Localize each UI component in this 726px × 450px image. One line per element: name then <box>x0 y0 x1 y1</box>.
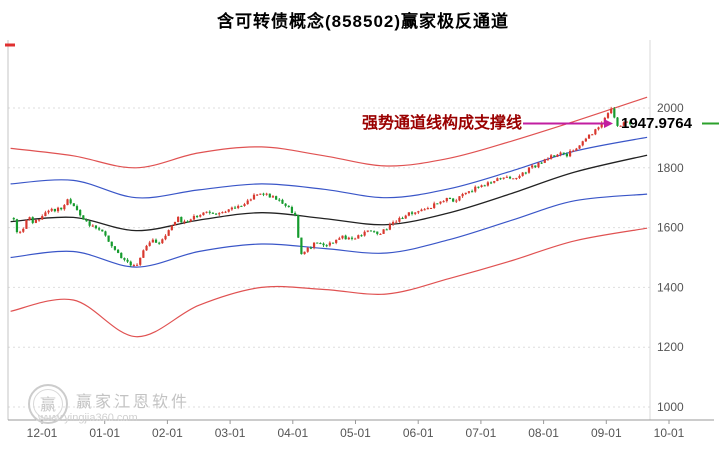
inner-upper-blue <box>10 136 648 199</box>
watermark-logo-glyph: 赢 <box>40 396 56 414</box>
y-axis-label: 1000 <box>657 400 684 414</box>
chart-title: 含可转债概念(858502)赢家极反通道 <box>216 12 510 31</box>
watermark-logo-icon: 赢 <box>28 384 68 424</box>
outer-upper-red <box>10 96 648 169</box>
watermark-url: www.yingjia360.com <box>38 412 138 424</box>
x-axis: 12-01 01-01 02-01 03-01 04-01 05-01 06-01 07-01… <box>27 420 685 440</box>
x-axis-label: 08-01 <box>528 426 559 440</box>
y-axis-label: 1400 <box>657 280 684 294</box>
current-price-label: 1947.9764 <box>621 115 692 132</box>
outer-lower-red <box>10 227 648 338</box>
x-axis-label: 04-01 <box>277 426 308 440</box>
candles <box>12 106 632 267</box>
watermark-brand: 赢家江恩软件 <box>76 394 191 411</box>
x-axis-label: 01-01 <box>89 426 120 440</box>
x-axis-label: 10-01 <box>654 426 685 440</box>
y-axis-label: 2000 <box>657 101 684 115</box>
support-arrow <box>604 119 613 129</box>
x-axis-label: 07-01 <box>466 426 497 440</box>
x-axis-label: 03-01 <box>215 426 246 440</box>
x-axis-label: 09-01 <box>591 426 622 440</box>
y-axis-label: 1600 <box>657 221 684 235</box>
support-annotation: 强势通道线构成支撑线 <box>361 115 522 132</box>
y-axis-label: 1200 <box>657 340 684 354</box>
x-axis-label: 06-01 <box>403 426 434 440</box>
mid-black <box>10 154 648 232</box>
inner-lower-blue <box>10 193 648 268</box>
x-axis-label: 12-01 <box>27 426 58 440</box>
channel-lines <box>10 96 648 338</box>
gridlines: 2000 1800 1600 1400 1200 1000 <box>8 101 684 414</box>
x-axis-label: 02-01 <box>152 426 183 440</box>
x-axis-label: 05-01 <box>340 426 371 440</box>
y-axis-label: 1800 <box>657 161 684 175</box>
